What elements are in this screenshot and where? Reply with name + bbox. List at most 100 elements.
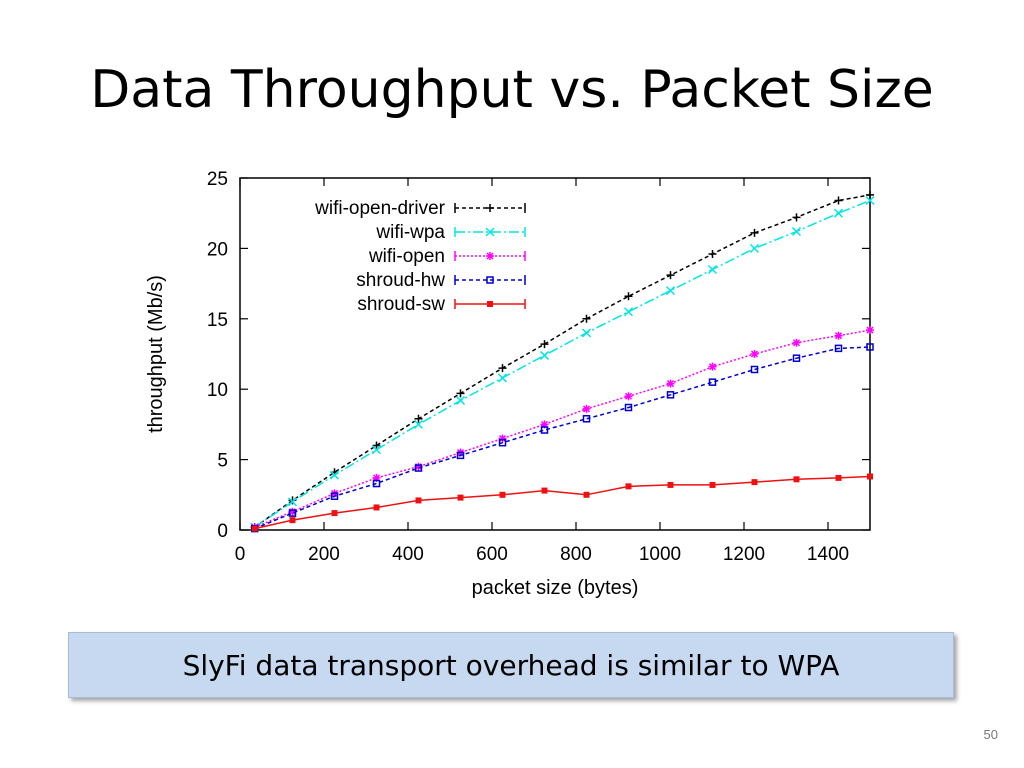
data-point-wifi-open-driver [792,213,801,222]
data-point-wifi-open [866,326,874,335]
data-point-wifi-wpa [749,243,760,253]
data-point-wifi-wpa [455,395,466,405]
data-point-wifi-wpa [665,286,676,296]
data-point-wifi-open [834,331,843,340]
data-point-wifi-open [288,507,297,516]
x-tick-label: 800 [560,544,592,565]
data-point-wifi-open [582,404,591,413]
data-point-wifi-wpa [865,195,875,206]
data-point-shroud-sw [373,504,380,511]
data-point-wifi-open [750,350,759,358]
series-line-wifi-wpa [254,199,871,528]
y-tick-label: 10 [207,380,228,401]
series-line-shroud-sw [254,475,871,530]
data-point-wifi-wpa [371,445,382,455]
data-point-wifi-wpa [833,208,844,218]
y-tick-label: 20 [207,239,228,260]
data-point-shroud-sw [625,483,632,490]
data-point-shroud-sw [867,473,873,480]
data-point-wifi-wpa [791,226,802,237]
data-point-shroud-hw [750,365,759,374]
data-point-shroud-sw [457,494,464,501]
legend-marker-shroud-hw [486,276,494,284]
data-point-wifi-open-driver [372,441,381,450]
data-point-shroud-hw [498,438,507,447]
data-point-wifi-open [540,420,549,429]
data-point-shroud-sw [251,525,258,532]
data-point-shroud-sw [751,479,758,486]
data-point-wifi-wpa [707,264,718,275]
legend-label-shroud-sw: shroud-sw [357,294,445,315]
data-point-wifi-wpa [413,419,424,429]
x-tick-label: 1000 [639,544,681,565]
legend-marker-shroud-sw [487,301,493,307]
series-line-shroud-hw [254,346,871,530]
legend-label-shroud-hw: shroud-hw [356,270,445,291]
data-point-shroud-hw [330,492,339,500]
x-axis-label: packet size (bytes) [472,577,639,599]
legend-label-wifi-wpa: wifi-wpa [375,222,445,243]
data-point-shroud-hw [582,415,591,423]
data-point-wifi-open-driver [834,196,843,205]
data-point-wifi-open [792,338,801,347]
data-point-shroud-sw [289,517,296,524]
data-point-shroud-hw [866,343,874,351]
data-point-wifi-open [414,462,423,471]
data-point-shroud-sw [835,474,842,481]
data-point-wifi-open-driver [666,271,675,280]
data-point-wifi-open [624,392,633,401]
data-point-wifi-open-driver [414,414,423,423]
data-point-shroud-hw [792,354,801,362]
data-point-shroud-hw [414,464,423,472]
plot-frame [239,177,871,531]
data-point-wifi-open-driver [540,340,549,349]
callout-text: SlyFi data transport overhead is similar… [182,648,840,682]
data-point-wifi-open-driver [288,496,297,505]
x-tick-label: 0 [235,544,246,565]
data-point-shroud-hw [834,344,843,353]
data-point-wifi-open-driver [750,228,759,237]
data-point-shroud-sw [499,491,506,498]
data-point-wifi-wpa [287,497,298,507]
data-point-shroud-hw [624,403,633,412]
data-point-wifi-wpa [581,328,592,338]
data-point-shroud-sw [583,491,590,498]
y-tick-label: 15 [207,310,228,331]
data-point-shroud-sw [331,510,338,517]
slide-title: Data Throughput vs. Packet Size [90,60,934,120]
x-tick-label: 400 [392,544,424,565]
data-point-shroud-sw [541,487,548,494]
data-point-shroud-sw [709,481,716,488]
data-point-wifi-open [372,473,381,482]
data-point-wifi-open-driver [582,314,591,323]
data-point-shroud-hw [372,479,381,488]
series-line-wifi-open [254,329,871,528]
data-point-wifi-open [498,434,507,443]
data-point-shroud-hw [708,378,717,386]
data-point-wifi-open-driver [456,389,465,398]
legend-label-wifi-open-driver: wifi-open-driver [314,198,446,219]
y-axis-label: throughput (Mb/s) [145,275,167,433]
x-tick-label: 1400 [807,544,849,565]
data-point-wifi-wpa [329,470,340,480]
data-point-shroud-hw [288,509,297,517]
data-point-shroud-sw [793,476,800,483]
data-point-shroud-sw [415,497,422,504]
data-point-wifi-open-driver [866,190,874,199]
y-tick-label: 0 [217,521,228,542]
legend-marker-wifi-open [486,252,494,260]
data-point-wifi-open [708,362,717,371]
legend-marker-wifi-wpa [485,227,495,237]
series-line-wifi-open-driver [254,194,871,528]
x-tick-label: 200 [308,544,340,565]
data-point-shroud-hw [666,391,675,399]
legend-marker-wifi-open-driver [486,204,494,212]
data-point-wifi-wpa [539,350,550,360]
page-number: 50 [983,727,998,742]
data-point-shroud-hw [456,451,465,460]
data-point-wifi-open [666,379,675,388]
callout-box: SlyFi data transport overhead is similar… [68,632,954,698]
data-point-wifi-open-driver [708,250,717,259]
data-point-shroud-sw [667,481,674,488]
y-tick-label: 25 [207,169,228,190]
